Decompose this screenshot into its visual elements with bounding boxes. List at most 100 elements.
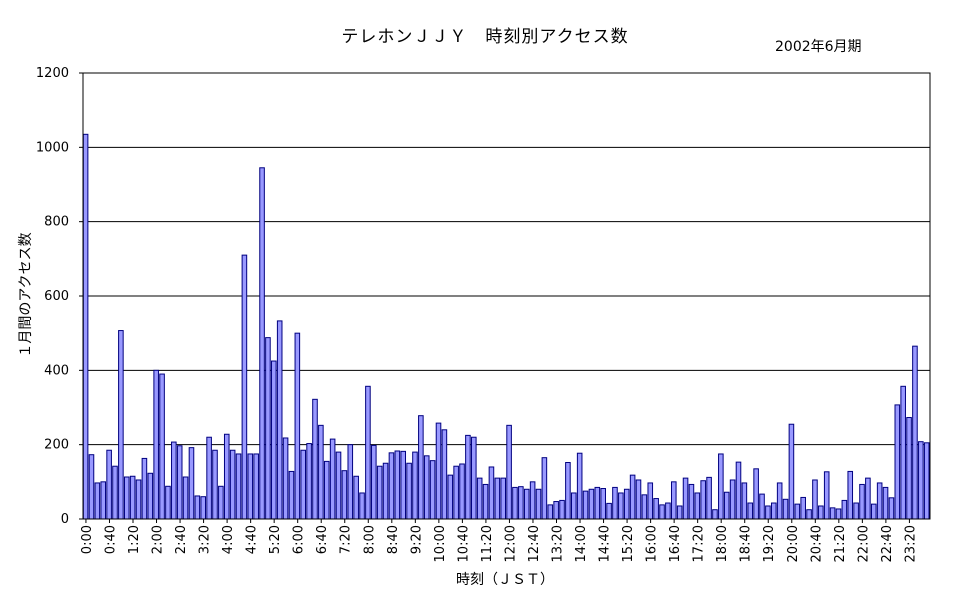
x-tick-label: 12:00	[503, 525, 518, 562]
bar	[529, 481, 536, 520]
bar	[641, 494, 648, 520]
bar	[288, 470, 295, 520]
bar	[682, 477, 689, 520]
x-tick-label: 6:00	[292, 525, 307, 554]
bar	[782, 498, 789, 520]
bar	[865, 477, 871, 520]
bar	[253, 453, 259, 520]
bar	[82, 133, 89, 520]
bar	[623, 488, 630, 520]
bar	[276, 320, 283, 520]
bar	[265, 337, 271, 520]
bar	[453, 465, 459, 520]
bar	[94, 482, 101, 520]
y-tick-label: 1200	[36, 66, 69, 81]
bar	[129, 475, 136, 520]
x-tick-label: 3:20	[198, 525, 213, 554]
bar	[647, 482, 654, 520]
bar	[576, 452, 583, 520]
bar	[459, 463, 465, 520]
x-tick-label: 19:20	[762, 525, 777, 562]
bar	[465, 434, 471, 520]
x-tick-label: 4:40	[245, 525, 260, 554]
chart-subtitle: 2002年6月期	[775, 39, 862, 55]
bar	[200, 496, 207, 520]
bar	[876, 482, 883, 520]
bar	[912, 345, 918, 520]
bar	[412, 451, 418, 520]
bar	[206, 436, 212, 520]
x-tick-label: 23:20	[903, 525, 918, 562]
bar	[565, 462, 571, 520]
bar	[259, 167, 265, 520]
bar	[553, 501, 559, 520]
axes	[82, 72, 931, 523]
bar	[112, 465, 118, 520]
bar	[88, 454, 95, 520]
bar	[506, 424, 512, 520]
bar	[712, 509, 718, 520]
bar	[541, 457, 548, 520]
x-tick-label: 21:20	[833, 525, 848, 562]
bar	[165, 485, 171, 520]
bar	[418, 415, 424, 520]
bar	[441, 429, 448, 520]
x-tick-label: 15:20	[621, 525, 636, 562]
bar	[812, 479, 818, 520]
bar	[818, 505, 824, 520]
bar	[182, 476, 189, 520]
bar	[218, 485, 224, 520]
bar	[176, 445, 183, 520]
x-tick-label: 6:40	[315, 525, 330, 554]
bar	[806, 509, 812, 520]
bar	[588, 488, 595, 520]
bar	[318, 424, 324, 520]
bar	[594, 486, 601, 520]
bar	[653, 498, 659, 520]
bar	[735, 461, 742, 520]
bar	[194, 495, 201, 520]
y-tick-label: 0	[61, 512, 69, 527]
bar	[847, 470, 854, 520]
bar	[518, 486, 524, 520]
bar	[435, 422, 442, 520]
bar	[247, 453, 254, 520]
bar	[306, 443, 312, 520]
bar	[900, 385, 906, 520]
bar	[271, 360, 277, 520]
bar	[571, 492, 577, 520]
bar	[312, 398, 318, 520]
bar	[794, 503, 801, 520]
bar	[688, 483, 695, 520]
bar	[359, 492, 365, 520]
bar	[823, 471, 830, 520]
bar	[829, 507, 836, 520]
x-tick-label: 0:00	[80, 525, 95, 554]
bar	[382, 462, 389, 520]
bar	[659, 504, 665, 520]
bar	[859, 483, 865, 520]
bar	[118, 330, 124, 520]
bar	[629, 474, 636, 520]
bar	[612, 486, 618, 520]
bar	[600, 488, 606, 520]
x-tick-label: 2:40	[174, 525, 189, 554]
chart-title: テレホンＪＪＹ 時刻別アクセス数	[341, 27, 629, 47]
y-tick-labels: 0 200 400 600 800 1000 1200	[36, 66, 69, 527]
bar	[706, 476, 712, 520]
bar	[635, 479, 642, 520]
bar	[159, 373, 165, 520]
bar	[353, 475, 359, 520]
bar	[341, 470, 348, 520]
bar	[447, 474, 454, 520]
bar	[494, 477, 501, 520]
bar	[923, 442, 930, 520]
x-tick-label: 18:00	[715, 525, 730, 562]
bar	[606, 502, 612, 520]
x-tick-label: 8:00	[362, 525, 377, 554]
bar	[282, 437, 289, 520]
bar	[665, 502, 671, 520]
x-tick-label: 0:40	[104, 525, 119, 554]
bar	[853, 502, 859, 520]
bar	[300, 449, 307, 520]
